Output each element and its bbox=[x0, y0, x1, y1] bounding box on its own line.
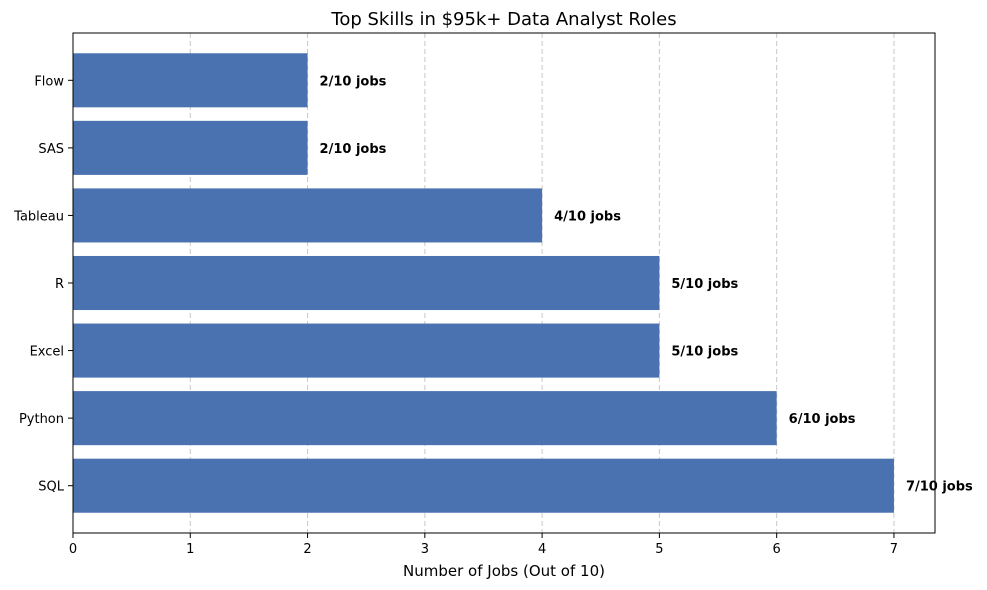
data-label: 4/10 jobs bbox=[554, 209, 621, 224]
data-label: 5/10 jobs bbox=[671, 345, 738, 360]
x-axis-ticks: 0 1 2 3 4 5 6 7 bbox=[69, 533, 898, 557]
x-tick-label: 6 bbox=[773, 542, 781, 557]
y-tick-label: Tableau bbox=[13, 209, 64, 224]
data-label: 2/10 jobs bbox=[320, 142, 387, 157]
bar-tableau bbox=[73, 188, 543, 243]
x-tick-label: 0 bbox=[69, 542, 77, 557]
bar-sql bbox=[73, 458, 894, 513]
bar-r bbox=[73, 255, 660, 311]
chart-title: Top Skills in $95k+ Data Analyst Roles bbox=[330, 9, 676, 30]
bar-sas bbox=[73, 120, 308, 175]
y-tick-label: SQL bbox=[38, 480, 64, 495]
data-label: 7/10 jobs bbox=[906, 480, 973, 495]
x-tick-label: 4 bbox=[538, 542, 546, 557]
data-label: 5/10 jobs bbox=[671, 277, 738, 292]
y-tick-label: Flow bbox=[34, 74, 64, 89]
data-label: 2/10 jobs bbox=[320, 74, 387, 89]
x-tick-label: 2 bbox=[303, 542, 311, 557]
bars bbox=[73, 53, 894, 513]
y-tick-label: Excel bbox=[30, 345, 64, 360]
bar-python bbox=[73, 391, 777, 446]
x-tick-label: 5 bbox=[655, 542, 663, 557]
data-labels: 7/10 jobs 6/10 jobs 5/10 jobs 5/10 jobs 4/10… bbox=[320, 74, 973, 494]
bar-flow bbox=[73, 53, 308, 108]
bar-excel bbox=[73, 323, 660, 378]
x-tick-label: 1 bbox=[186, 542, 194, 557]
y-tick-label: R bbox=[55, 277, 64, 292]
y-tick-label: Python bbox=[19, 412, 64, 427]
x-tick-label: 3 bbox=[421, 542, 429, 557]
y-axis-ticks: SQL Python Excel R Tableau SAS Flow bbox=[13, 74, 73, 495]
data-label: 6/10 jobs bbox=[789, 412, 856, 427]
y-tick-label: SAS bbox=[38, 142, 64, 157]
x-tick-label: 7 bbox=[890, 542, 898, 557]
x-axis-label: Number of Jobs (Out of 10) bbox=[403, 562, 605, 580]
